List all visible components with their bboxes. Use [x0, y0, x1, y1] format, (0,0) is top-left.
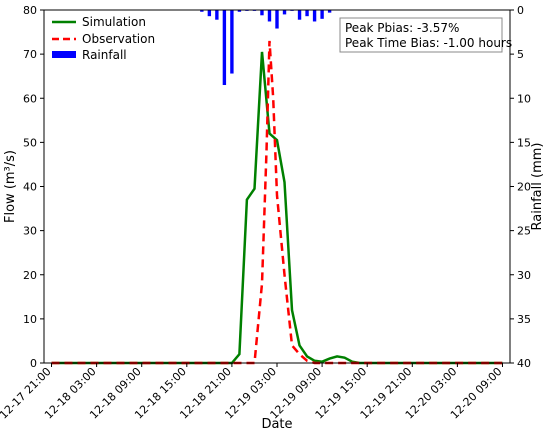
y-tick-label: 80 [23, 4, 37, 17]
y2-tick-label: 35 [517, 313, 531, 326]
rainfall-bar [222, 10, 227, 86]
rainfall-bar [215, 10, 219, 20]
legend-label-simulation: Simulation [82, 15, 146, 29]
rainfall-bar [260, 10, 264, 16]
series-line-observation [51, 40, 503, 365]
rainfall-bar [207, 10, 212, 17]
series-line-simulation [51, 51, 503, 365]
legend-label-observation: Observation [82, 32, 155, 46]
y-axis-ticks: 0 10 20 30 40 50 60 70 80 [23, 4, 44, 370]
legend-label-rainfall: Rainfall [82, 48, 127, 62]
x-axis-label: Date [261, 417, 292, 432]
rainfall-bar [327, 10, 332, 13]
rainfall-bars-layer [200, 10, 332, 86]
y2-tick-label: 30 [517, 269, 531, 282]
legend: Simulation Observation Rainfall [52, 15, 155, 62]
y2-tick-label: 10 [517, 92, 531, 105]
rainfall-bar [320, 10, 324, 19]
annotation-peak-time-bias: Peak Time Bias: -1.00 hours [345, 36, 512, 50]
y2-tick-label: 5 [517, 48, 524, 61]
annotation-box: Peak Pbias: -3.57% Peak Time Bias: -1.00… [339, 17, 512, 53]
rainfall-bar [312, 10, 317, 22]
rainfall-bar [275, 10, 279, 29]
y2-tick-label: 25 [517, 225, 531, 238]
y2-axis-label: Rainfall (mm) [530, 143, 545, 231]
y-tick-label: 20 [23, 269, 37, 282]
plot-area-frame [43, 9, 511, 364]
rainfall-bar [305, 10, 309, 17]
y2-tick-label: 15 [517, 136, 531, 149]
legend-swatch-rainfall [52, 51, 76, 58]
y-tick-label: 0 [30, 357, 37, 370]
annotation-peak-pbias: Peak Pbias: -3.57% [345, 21, 459, 35]
series-layer [51, 40, 503, 365]
y2-tick-label: 0 [517, 4, 524, 17]
rainfall-bar [200, 10, 204, 12]
y2-tick-label: 20 [517, 181, 531, 194]
rainfall-bar [282, 10, 287, 15]
y-tick-label: 30 [23, 225, 37, 238]
y-tick-label: 10 [23, 313, 37, 326]
rainfall-bar [267, 10, 272, 22]
y-axis-label: Flow (m³/s) [3, 150, 18, 223]
y-tick-label: 70 [23, 48, 37, 61]
annotation-frame [339, 17, 503, 53]
rainfall-bar [237, 10, 242, 12]
y-tick-label: 40 [23, 181, 37, 194]
rainfall-bar [297, 10, 302, 20]
y2-axis-ticks: 0 5 10 15 20 25 30 35 40 [510, 4, 531, 370]
rainfall-bar [230, 10, 234, 74]
y-tick-label: 60 [23, 92, 37, 105]
y2-tick-label: 40 [517, 357, 531, 370]
y-tick-label: 50 [23, 136, 37, 149]
